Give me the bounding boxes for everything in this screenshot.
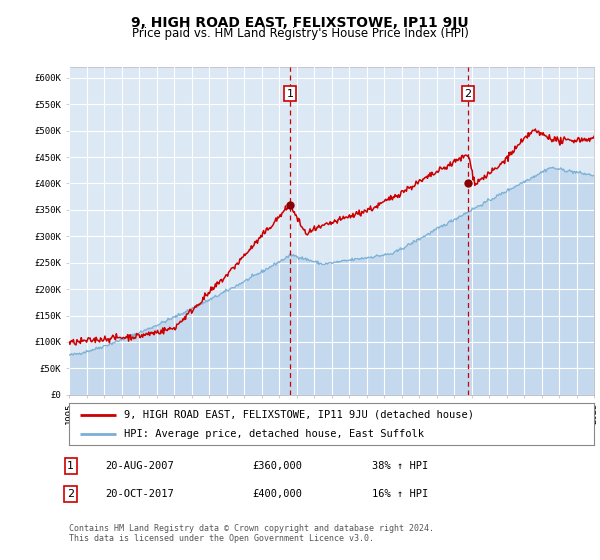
Text: 16% ↑ HPI: 16% ↑ HPI [372,489,428,499]
Text: 20-OCT-2017: 20-OCT-2017 [105,489,174,499]
Text: 2: 2 [464,88,472,99]
Text: 1: 1 [67,461,74,471]
Text: 20-AUG-2007: 20-AUG-2007 [105,461,174,471]
Text: 2: 2 [67,489,74,499]
Text: 38% ↑ HPI: 38% ↑ HPI [372,461,428,471]
Text: £360,000: £360,000 [252,461,302,471]
Text: £400,000: £400,000 [252,489,302,499]
Text: Price paid vs. HM Land Registry's House Price Index (HPI): Price paid vs. HM Land Registry's House … [131,27,469,40]
Text: Contains HM Land Registry data © Crown copyright and database right 2024.
This d: Contains HM Land Registry data © Crown c… [69,524,434,543]
Text: 9, HIGH ROAD EAST, FELIXSTOWE, IP11 9JU: 9, HIGH ROAD EAST, FELIXSTOWE, IP11 9JU [131,16,469,30]
Text: 9, HIGH ROAD EAST, FELIXSTOWE, IP11 9JU (detached house): 9, HIGH ROAD EAST, FELIXSTOWE, IP11 9JU … [124,410,474,420]
Text: 1: 1 [287,88,294,99]
Text: HPI: Average price, detached house, East Suffolk: HPI: Average price, detached house, East… [124,430,424,439]
